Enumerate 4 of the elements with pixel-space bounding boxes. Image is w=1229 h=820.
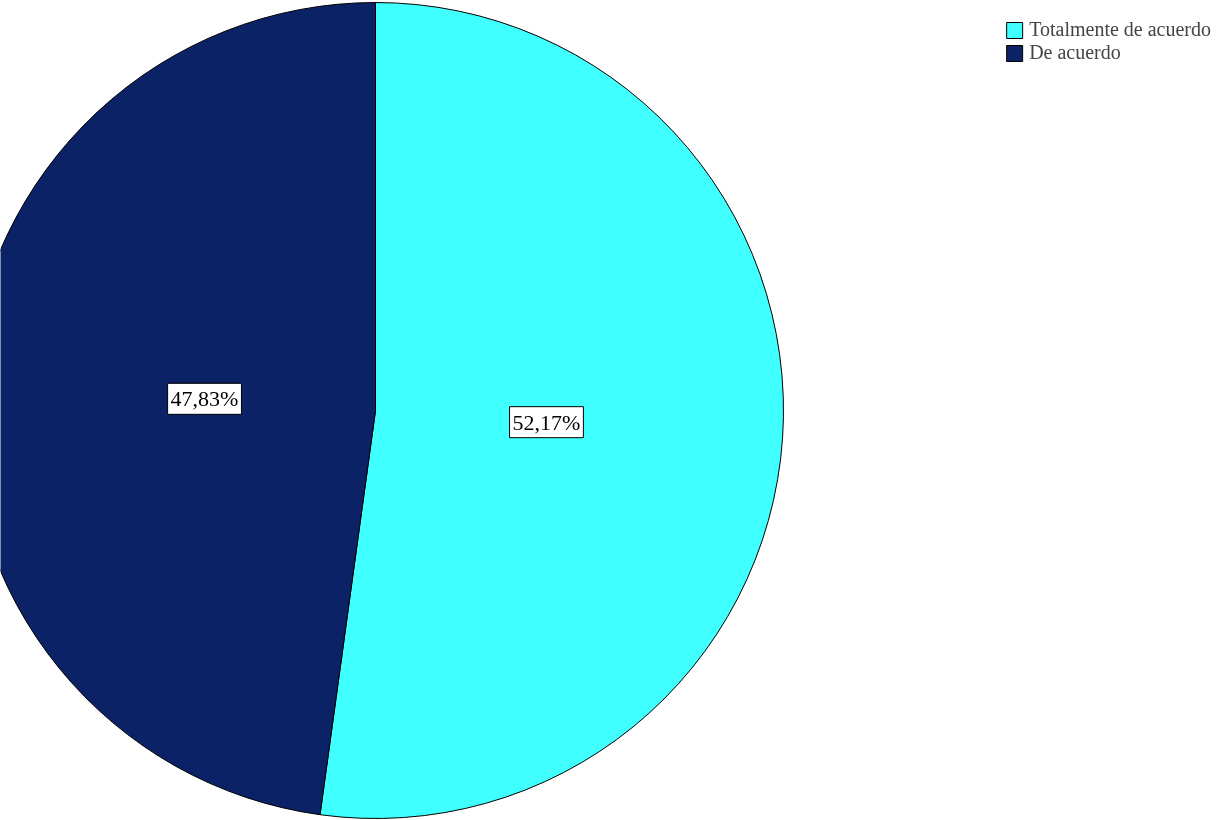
- legend-label: De acuerdo: [1029, 41, 1121, 64]
- legend-label: Totalmente de acuerdo: [1029, 18, 1211, 41]
- data-label: 52,17%: [512, 409, 581, 435]
- data-label: 47,83%: [170, 386, 239, 412]
